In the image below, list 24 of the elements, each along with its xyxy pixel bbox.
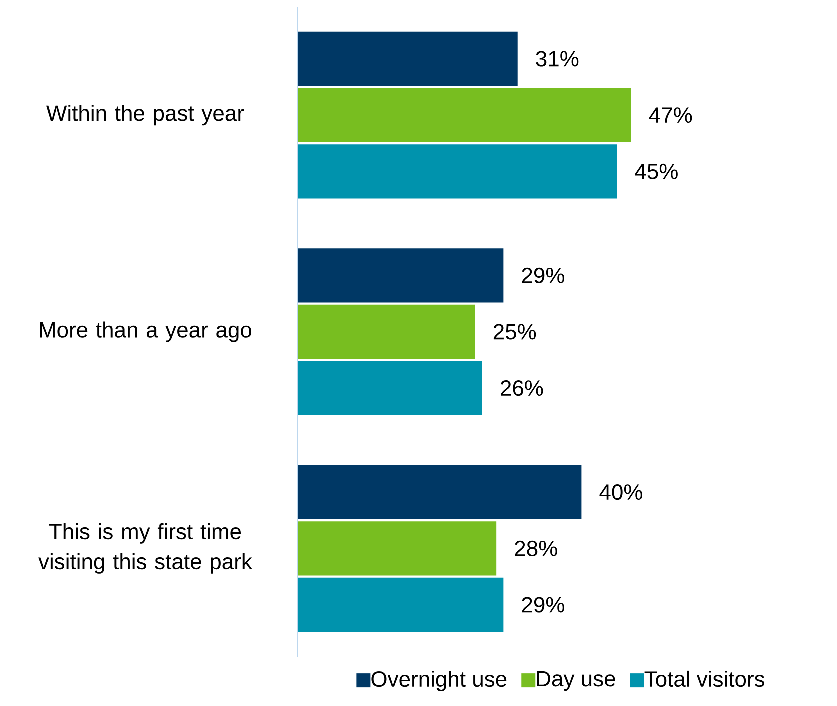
- y-tick-label: This is my first time visiting this state park: [38, 523, 252, 574]
- data-label: 47%: [649, 108, 692, 124]
- bar: [298, 32, 518, 86]
- y-tick-label: Within the past year: [46, 105, 244, 126]
- data-label: 40%: [600, 484, 642, 500]
- data-label: 25%: [494, 324, 536, 340]
- data-label: 26%: [501, 380, 544, 396]
- legend-label: Day use: [537, 671, 616, 692]
- data-label: 29%: [522, 597, 564, 613]
- bar: [298, 248, 504, 303]
- bar: [298, 88, 632, 142]
- data-label: 45%: [635, 164, 678, 180]
- data-label: 31%: [536, 51, 579, 67]
- data-label: 29%: [522, 268, 564, 284]
- bar: [298, 144, 618, 199]
- bar: [298, 361, 482, 416]
- data-label: 28%: [515, 540, 558, 556]
- bar: [298, 465, 582, 520]
- bar: [298, 304, 476, 360]
- bar: [298, 522, 497, 576]
- legend-label: Total visitors: [644, 670, 765, 688]
- legend-label: Overnight use: [372, 670, 507, 692]
- bar: [298, 578, 504, 632]
- y-tick-label: More than a year ago: [40, 322, 252, 342]
